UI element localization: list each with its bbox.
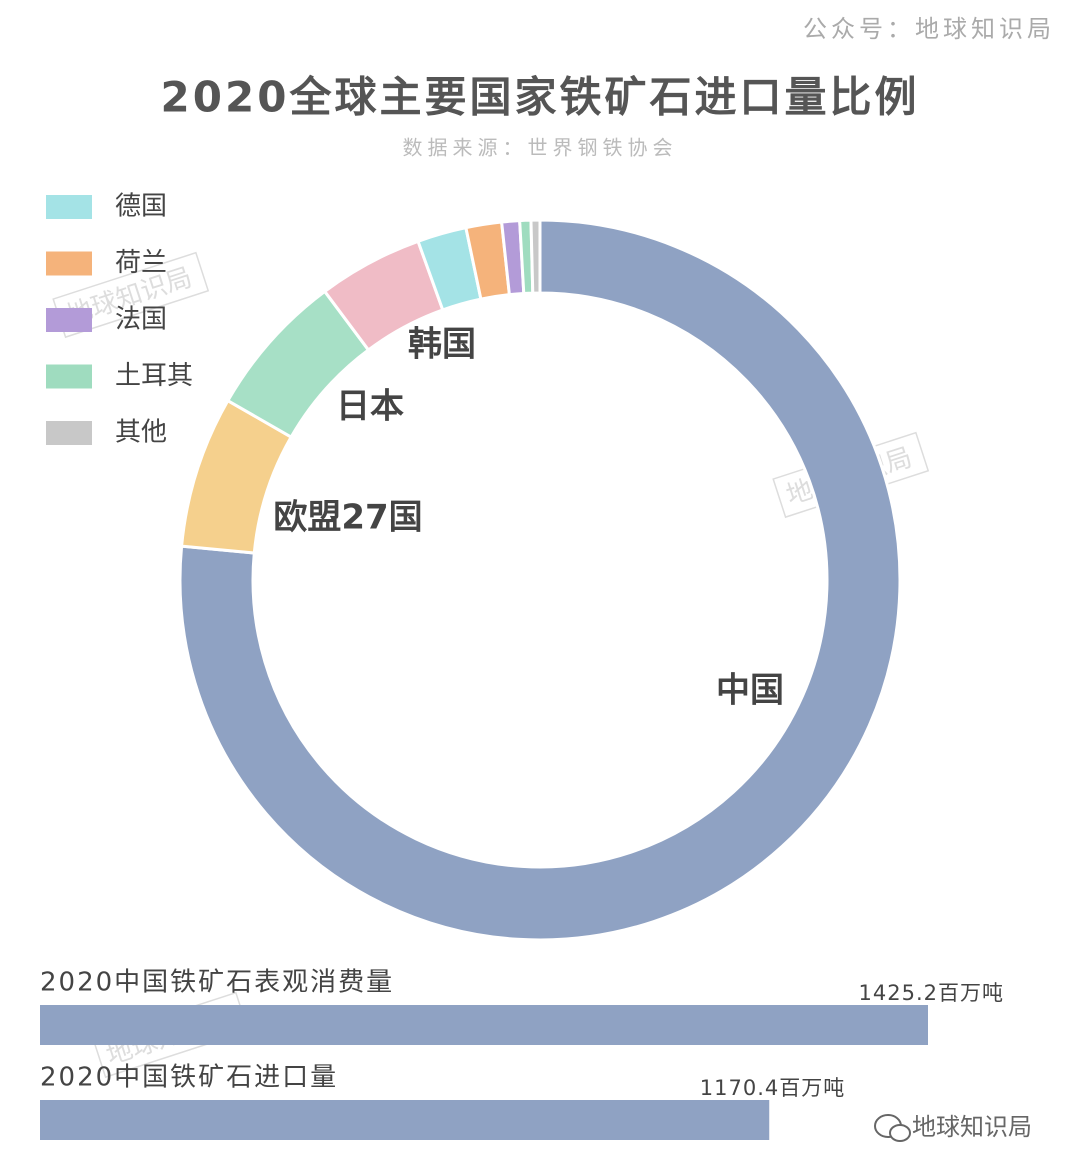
legend-swatch xyxy=(46,308,92,332)
bar-value-label: 1170.4百万吨 xyxy=(700,1076,845,1100)
account: 公众号：地球知识局 xyxy=(803,15,1055,43)
bar xyxy=(40,1005,928,1045)
legend-label: 德国 xyxy=(115,192,167,222)
logo: 地球知识局 xyxy=(874,1113,1032,1142)
bar xyxy=(40,1100,770,1140)
bar-category: 2020中国铁矿石表观消费量 xyxy=(40,968,394,998)
bar-category: 2020中国铁矿石进口量 xyxy=(40,1063,338,1093)
legend-swatch xyxy=(46,364,92,389)
donut-segment xyxy=(529,218,542,295)
donut-segment xyxy=(178,218,902,942)
legend-label: 荷兰 xyxy=(115,248,167,278)
logo-text: 地球知识局 xyxy=(912,1113,1032,1141)
legend-label: 法国 xyxy=(115,305,167,335)
segment-label: 中国 xyxy=(716,671,784,711)
bars: 2020中国铁矿石表观消费量 1425.2百万吨 2020中国铁矿石进口量 1170.… xyxy=(40,968,1004,1140)
bar-value-label: 1425.2百万吨 xyxy=(859,981,1004,1005)
segment-label: 日本 xyxy=(336,387,404,427)
legend-label: 其他 xyxy=(115,418,167,448)
segment-label: 韩国 xyxy=(408,325,476,365)
legend-swatch xyxy=(46,251,92,276)
legend-swatch xyxy=(46,421,92,445)
segment-label: 欧盟27国 xyxy=(273,498,422,538)
chart-subtitle: 数据来源：世界钢铁协会 xyxy=(403,136,678,160)
chart-title: 2020全球主要国家铁矿石进口量比例 xyxy=(161,73,920,122)
legend-label: 土耳其 xyxy=(115,361,193,391)
legend-swatch xyxy=(46,195,92,219)
